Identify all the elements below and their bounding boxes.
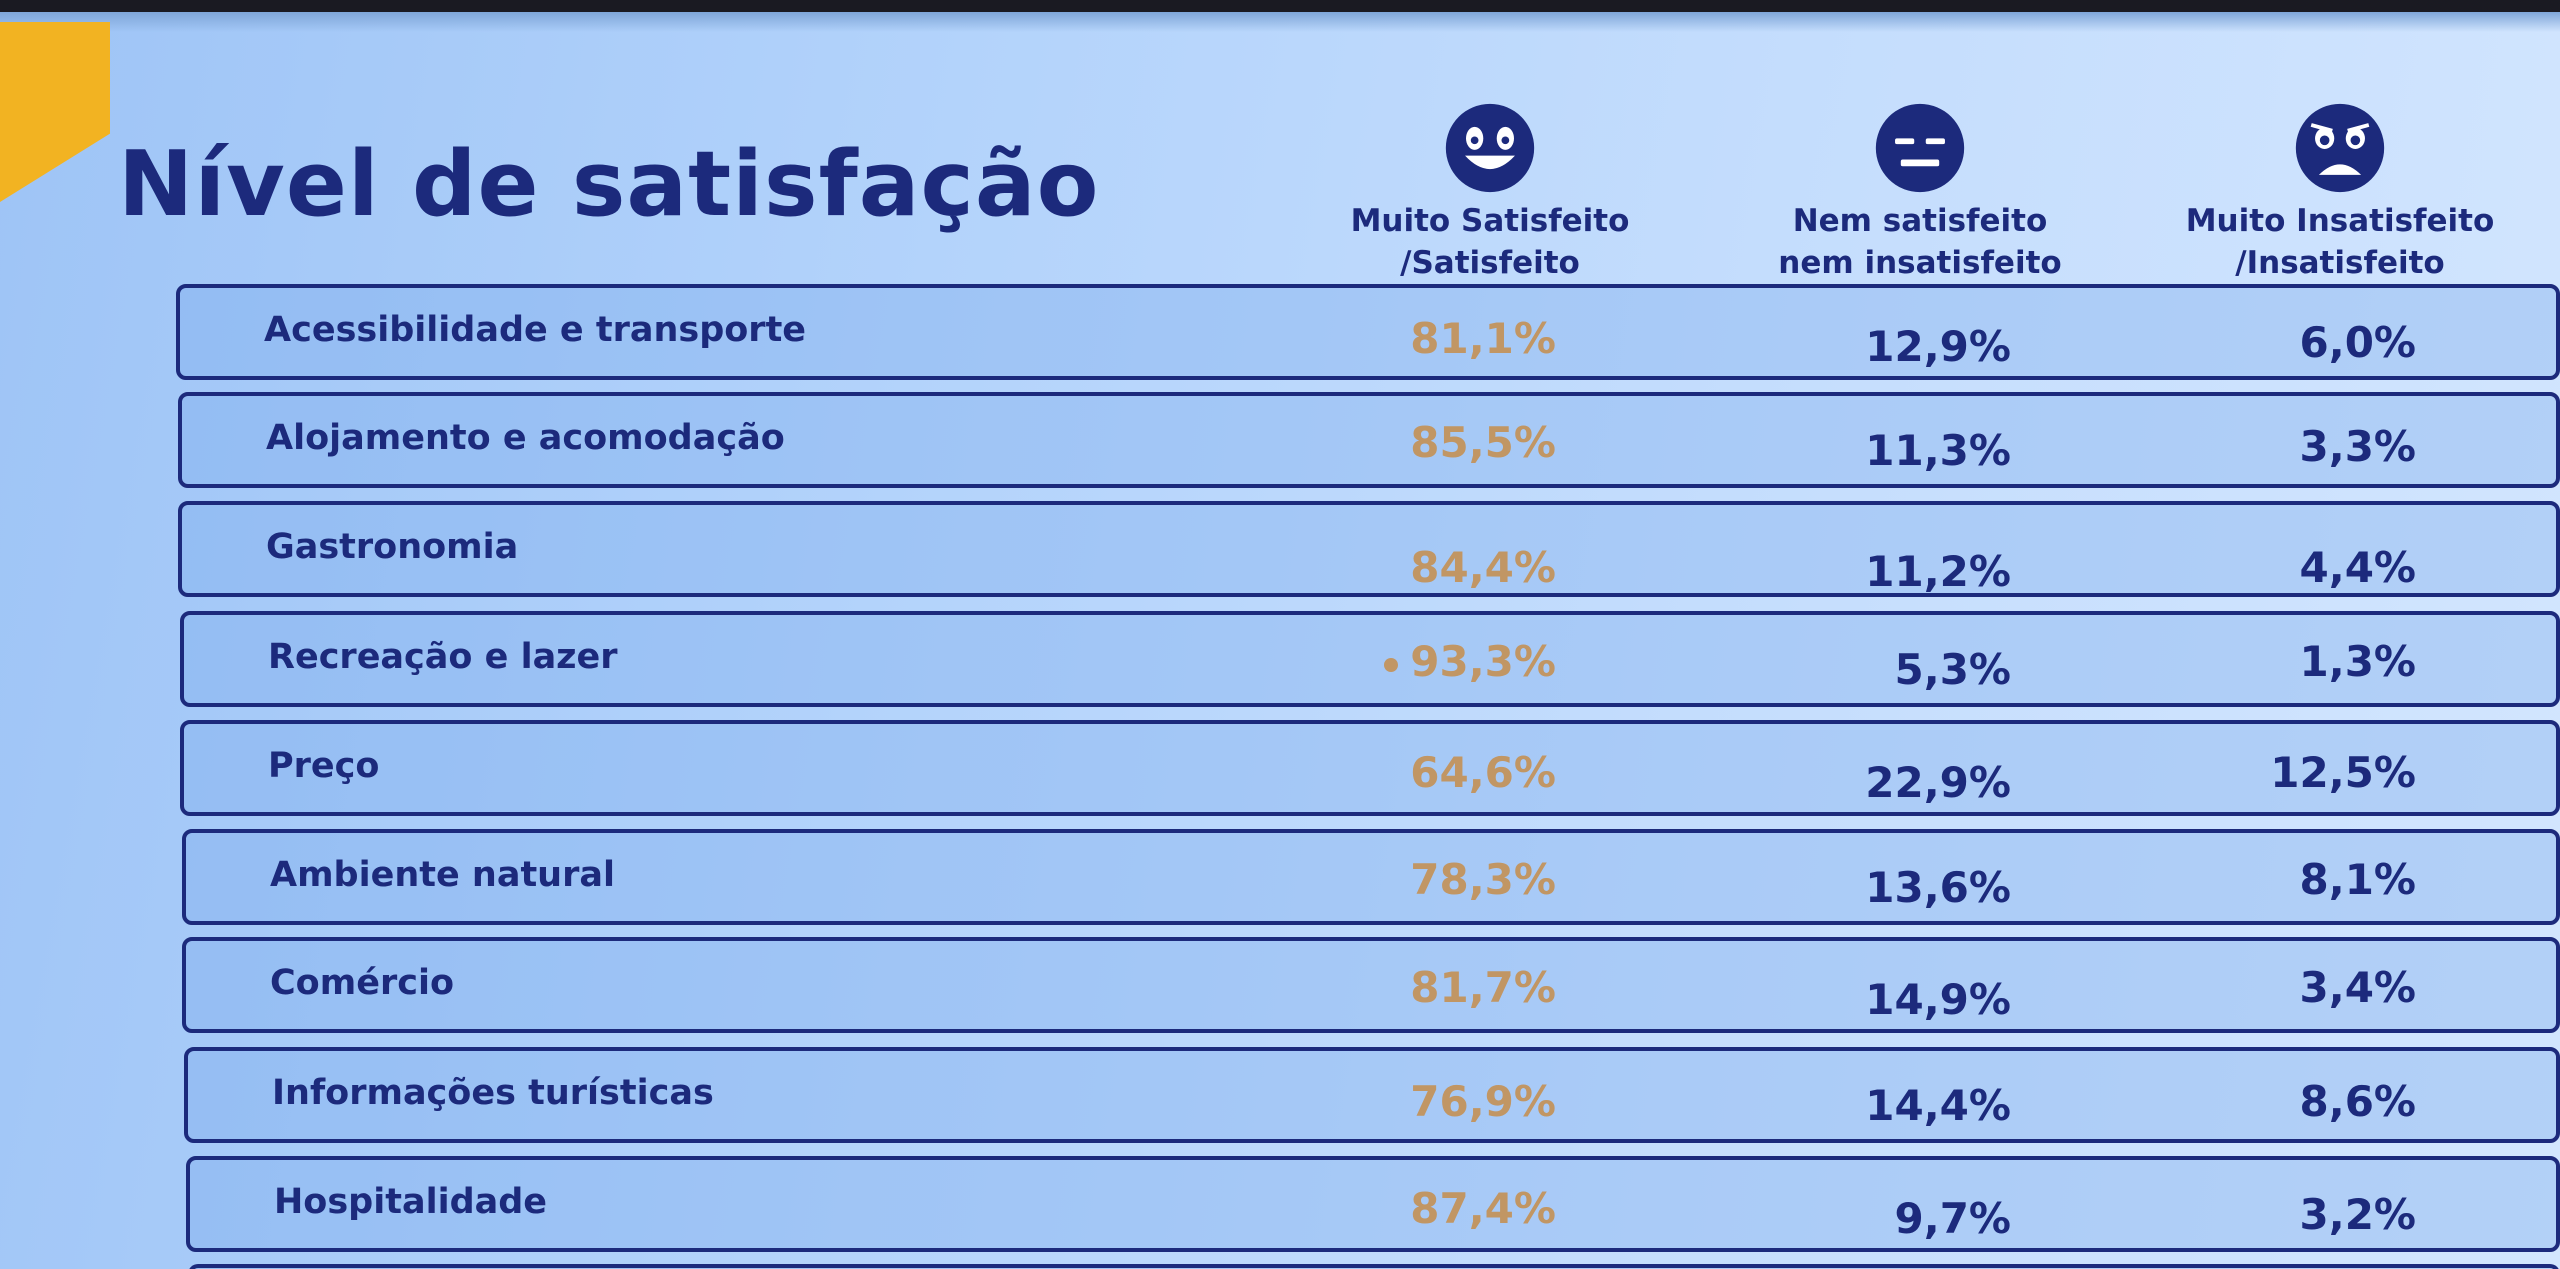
table-row: Acessibilidade e transporte 81,1% 12,9% …: [176, 284, 2560, 380]
satisfied-value: 84,4%: [1410, 543, 1556, 592]
table-row: Comércio 81,7% 14,9% 3,4%: [182, 937, 2560, 1033]
satisfied-value: 85,5%: [1410, 418, 1556, 467]
table-row: Preço 64,6% 22,9% 12,5%: [180, 720, 2560, 816]
neutral-value: 9,7%: [1894, 1194, 2011, 1243]
satisfied-value: 81,1%: [1410, 314, 1556, 363]
satisfied-value: 64,6%: [1410, 748, 1556, 797]
column-header-line2: /Insatisfeito: [2235, 245, 2445, 281]
row-label: Recreação e lazer: [268, 637, 618, 677]
corner-accent-shape: [0, 22, 110, 202]
column-header-line1: Muito Satisfeito: [1350, 203, 1630, 239]
table-row: Ambiente natural 78,3% 13,6% 8,1%: [182, 829, 2560, 925]
dissatisfied-value: 4,4%: [2299, 543, 2416, 592]
neutral-value: 12,9%: [1865, 322, 2011, 371]
row-label: Ambiente natural: [270, 855, 615, 895]
table-row: Hospitalidade 87,4% 9,7% 3,2%: [186, 1156, 2560, 1252]
neutral-value: 22,9%: [1865, 758, 2011, 807]
satisfied-value: 81,7%: [1410, 963, 1556, 1012]
happy-face-icon: [1445, 103, 1535, 193]
dissatisfied-value: 3,4%: [2299, 963, 2416, 1012]
column-header-line2: nem insatisfeito: [1778, 245, 2062, 281]
column-header-line1: Nem satisfeito: [1792, 203, 2048, 239]
row-label: Hospitalidade: [274, 1182, 548, 1222]
satisfied-value: 78,3%: [1410, 855, 1556, 904]
table-row: Alojamento e acomodação 85,5% 11,3% 3,3%: [178, 392, 2560, 488]
row-label: Informações turísticas: [272, 1073, 714, 1113]
column-header-line2: /Satisfeito: [1400, 245, 1580, 281]
row-label: Preço: [268, 746, 380, 786]
row-label: Acessibilidade e transporte: [264, 310, 807, 350]
dissatisfied-value: 8,1%: [2299, 855, 2416, 904]
neutral-value: 14,9%: [1865, 975, 2011, 1024]
dissatisfied-value: 8,6%: [2299, 1077, 2416, 1126]
bullet-dot: [1384, 657, 1399, 672]
neutral-value: 11,3%: [1865, 426, 2011, 475]
dissatisfied-value: 12,5%: [2270, 748, 2416, 797]
neutral-value: 14,4%: [1865, 1081, 2011, 1130]
satisfied-value: 76,9%: [1410, 1077, 1556, 1126]
column-header-line1: Muito Insatisfeito: [2185, 203, 2495, 239]
table-row-partial: [188, 1264, 2560, 1269]
row-label: Comércio: [270, 963, 454, 1003]
neutral-value: 13,6%: [1865, 863, 2011, 912]
page-title: Nível de satisfação: [118, 132, 1100, 237]
dissatisfied-value: 6,0%: [2299, 318, 2416, 367]
dissatisfied-value: 1,3%: [2299, 637, 2416, 686]
neutral-value: 11,2%: [1865, 547, 2011, 596]
table-row: Gastronomia 84,4% 11,2% 4,4%: [178, 501, 2560, 597]
row-label: Alojamento e acomodação: [266, 418, 785, 458]
column-header-neutral: Nem satisfeito nem insatisfeito: [1740, 100, 2100, 284]
dissatisfied-value: 3,3%: [2299, 422, 2416, 471]
sad-face-icon: [2295, 103, 2385, 193]
table-row: Informações turísticas 76,9% 14,4% 8,6%: [184, 1047, 2560, 1143]
screen-top-edge: [0, 12, 2560, 32]
table-row: Recreação e lazer 93,3% 5,3% 1,3%: [180, 611, 2560, 707]
satisfied-value: 93,3%: [1256, 637, 1556, 686]
dissatisfied-value: 3,2%: [2299, 1190, 2416, 1239]
neutral-face-icon: [1875, 103, 1965, 193]
satisfied-value-text: 93,3%: [1410, 637, 1556, 686]
slide: Nível de satisfação Muito Satisfeito /Sa…: [0, 12, 2560, 1269]
neutral-value: 5,3%: [1894, 645, 2011, 694]
column-header-satisfied: Muito Satisfeito /Satisfeito: [1310, 100, 1670, 284]
satisfied-value: 87,4%: [1410, 1184, 1556, 1233]
row-label: Gastronomia: [266, 527, 519, 567]
column-header-dissatisfied: Muito Insatisfeito /Insatisfeito: [2160, 100, 2520, 284]
